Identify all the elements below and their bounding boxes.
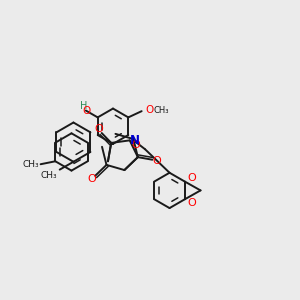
Text: O: O [146, 105, 154, 115]
Text: O: O [131, 140, 140, 150]
Text: O: O [87, 174, 96, 184]
Text: N: N [130, 134, 140, 147]
Text: CH₃: CH₃ [22, 160, 39, 169]
Text: O: O [153, 156, 161, 166]
Text: O: O [187, 198, 196, 208]
Text: H: H [80, 100, 88, 111]
Text: O: O [94, 124, 103, 134]
Text: CH₃: CH₃ [153, 106, 169, 115]
Text: CH₃: CH₃ [40, 171, 57, 180]
Text: O: O [187, 173, 196, 183]
Text: O: O [82, 106, 91, 116]
